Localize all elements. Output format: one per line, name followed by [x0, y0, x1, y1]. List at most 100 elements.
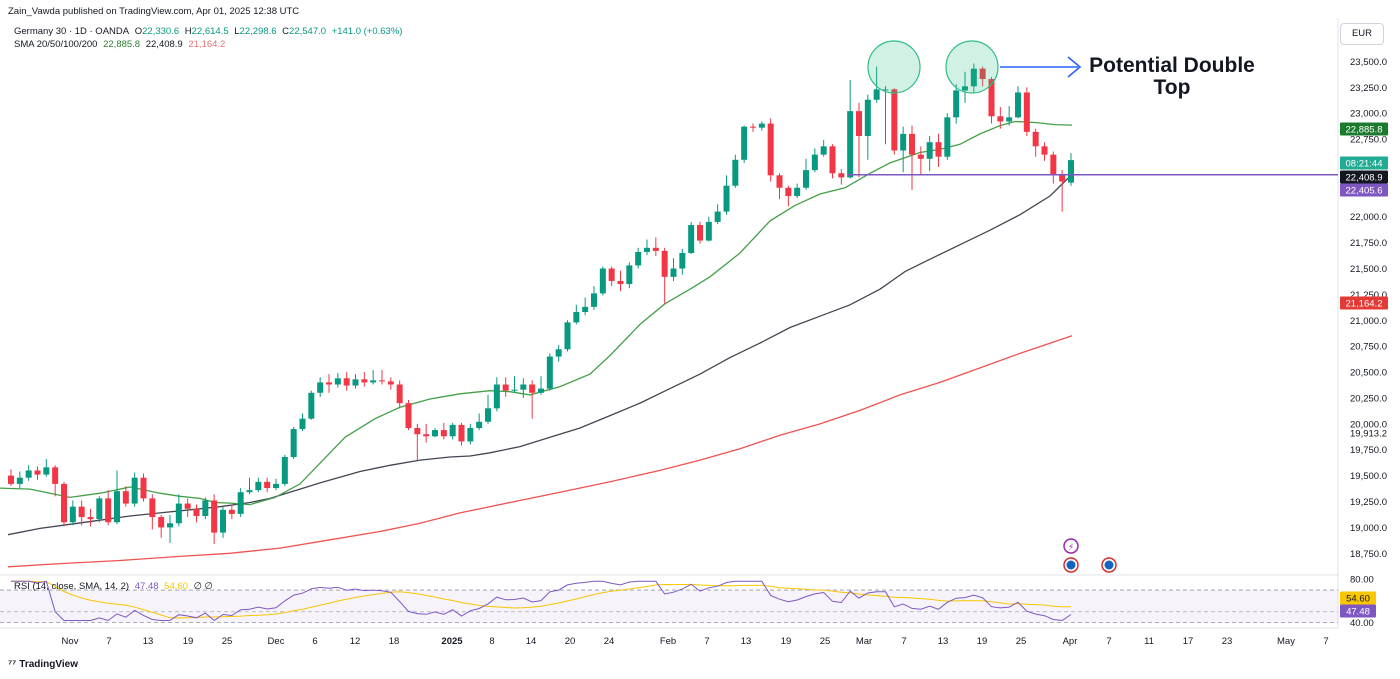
- candle: [997, 106, 1004, 129]
- candle-body: [599, 268, 606, 294]
- rsi-legend[interactable]: RSI (14, close, SMA, 14, 2) 47.48 54.60 …: [14, 581, 216, 592]
- event-flag-icon: [1101, 557, 1117, 573]
- sma-legend[interactable]: SMA 20/50/100/200 22,885.8 22,408.9 21,1…: [14, 39, 228, 50]
- candle: [352, 374, 359, 389]
- time-tick-label: 7: [106, 636, 111, 647]
- candle: [573, 304, 580, 325]
- price-tick-label: 19,750.0: [1350, 445, 1387, 456]
- candle-body: [829, 146, 836, 174]
- sma20-line: [0, 120, 1073, 506]
- candle-body: [281, 456, 288, 484]
- candle-body: [688, 225, 695, 253]
- candle-body: [1015, 92, 1021, 118]
- currency-button[interactable]: EUR: [1340, 23, 1384, 45]
- candle-body: [1068, 160, 1074, 183]
- candle-body: [78, 506, 85, 518]
- candle-body: [608, 268, 615, 281]
- candle-body: [582, 306, 589, 313]
- time-tick-label: 17: [1183, 636, 1194, 647]
- candle: [917, 146, 924, 176]
- candle-body: [697, 225, 703, 241]
- candle-body: [34, 470, 41, 475]
- candle: [299, 413, 306, 432]
- candle: [149, 494, 156, 530]
- candle: [493, 377, 500, 412]
- candle: [361, 372, 368, 387]
- candle: [820, 140, 827, 157]
- candle-body: [25, 470, 32, 478]
- candle: [237, 488, 244, 518]
- time-tick-label: 12: [350, 636, 361, 647]
- rsi-badge: 54.60: [1340, 591, 1376, 605]
- candle: [1059, 170, 1066, 212]
- rsi-badge-bg: [1340, 591, 1376, 605]
- rsi-badge-label: 47.48: [1346, 607, 1370, 618]
- candle-body: [1006, 117, 1013, 122]
- price-tick-label: 23,000.0: [1350, 109, 1387, 120]
- candle: [670, 258, 677, 281]
- time-tick-label: 8: [489, 636, 494, 647]
- candle: [723, 175, 730, 215]
- candle: [158, 514, 165, 538]
- candle-body: [379, 380, 385, 382]
- candle-body: [900, 133, 907, 151]
- candle: [847, 80, 854, 179]
- candle: [264, 477, 271, 493]
- candle-body: [1032, 131, 1039, 147]
- candle: [273, 478, 279, 491]
- tradingview-logo[interactable]: ⁷⁷ TradingView: [8, 659, 78, 670]
- candle: [193, 504, 200, 523]
- rsi-tick-label: 40.00: [1350, 618, 1374, 629]
- candle-body: [767, 123, 774, 176]
- candle: [343, 372, 350, 391]
- candle: [944, 113, 951, 160]
- candle: [758, 121, 765, 131]
- candle: [211, 494, 218, 544]
- candle-body: [573, 312, 580, 323]
- candles: [8, 63, 1074, 544]
- candle: [538, 376, 544, 395]
- price-badge-bg: [1340, 156, 1388, 170]
- candle-body: [255, 481, 262, 491]
- candle: [449, 422, 456, 440]
- candle-body: [661, 250, 668, 277]
- candle: [396, 380, 403, 409]
- candle: [122, 485, 129, 507]
- candle: [387, 377, 394, 390]
- candle-body: [158, 517, 165, 528]
- flash-icon-glyph: ⚡: [1068, 543, 1074, 553]
- annotation-line2: Top: [1153, 76, 1191, 99]
- price-tick-label: 21,750.0: [1350, 238, 1387, 249]
- candle: [69, 500, 76, 526]
- event-flash-icon: ⚡: [1063, 538, 1079, 554]
- candle-body: [184, 503, 191, 509]
- sma20-value: 22,885.8: [103, 39, 141, 50]
- candle: [962, 71, 968, 103]
- candle: [78, 500, 85, 526]
- time-tick-label: 13: [143, 636, 154, 647]
- candle: [882, 86, 889, 145]
- candle-body: [811, 154, 818, 171]
- time-tick-label: 19: [977, 636, 988, 647]
- candle-body: [458, 424, 465, 442]
- candle-body: [290, 429, 297, 457]
- candle-body: [970, 68, 977, 87]
- candle-body: [423, 434, 430, 437]
- candle: [926, 135, 933, 172]
- candle-body: [140, 477, 147, 499]
- candle-body: [211, 500, 218, 533]
- time-tick-label: Mar: [856, 636, 872, 647]
- candle-body: [273, 483, 279, 489]
- symbol-name[interactable]: Germany 30 · 1D · OANDA: [14, 26, 130, 37]
- candle-body: [131, 477, 138, 504]
- candle-body: [750, 126, 756, 128]
- candle-body: [741, 126, 748, 160]
- candle: [935, 133, 942, 168]
- candle-body: [343, 378, 350, 386]
- price-badge: 21,164.2: [1340, 296, 1388, 310]
- candle: [228, 504, 235, 520]
- price-tick-label: 21,000.0: [1350, 316, 1387, 327]
- candle-body: [105, 498, 112, 523]
- candle: [220, 506, 226, 538]
